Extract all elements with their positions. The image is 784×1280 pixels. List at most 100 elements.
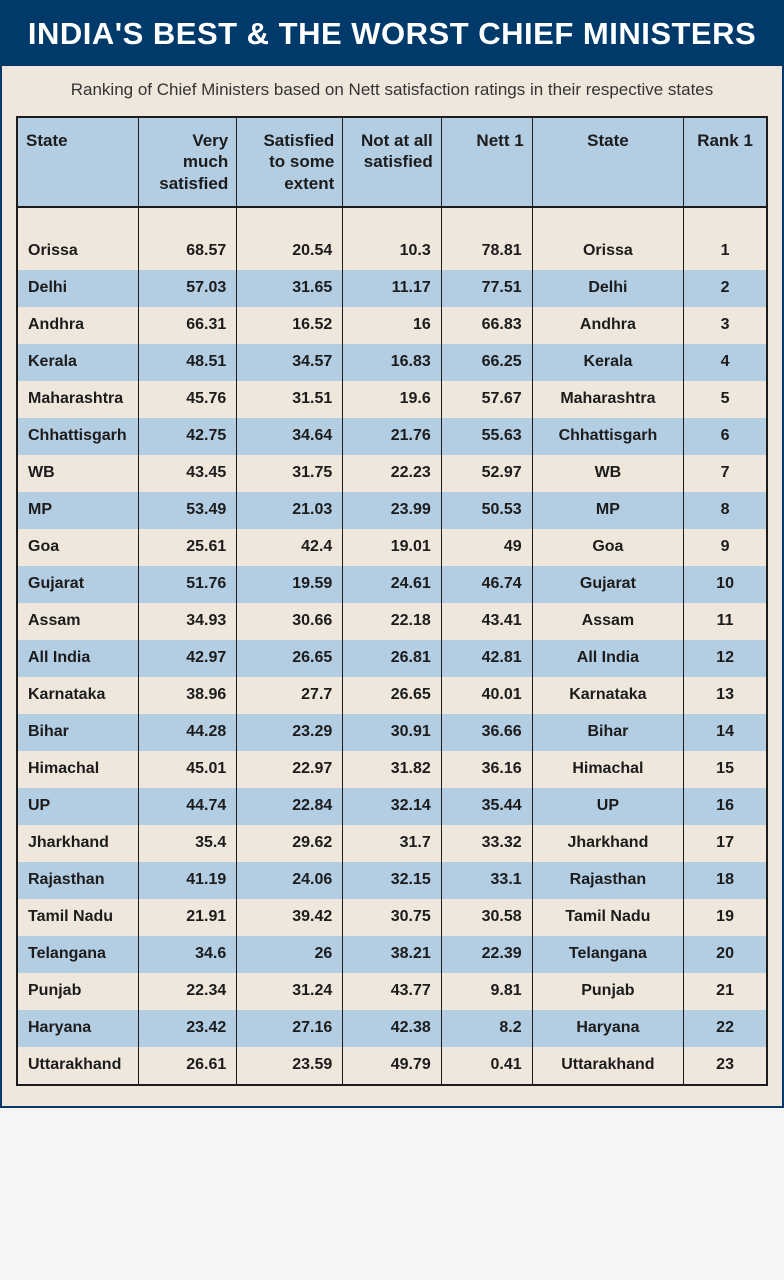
table-cell: Telangana	[17, 936, 138, 973]
table-cell: 22	[684, 1010, 767, 1047]
table-cell: 55.63	[441, 418, 532, 455]
table-cell: Rajasthan	[17, 862, 138, 899]
table-cell: 53.49	[138, 492, 236, 529]
table-cell: 30.91	[343, 714, 441, 751]
table-cell: Punjab	[532, 973, 683, 1010]
table-cell: 15	[684, 751, 767, 788]
table-cell: 33.1	[441, 862, 532, 899]
table-cell: 8.2	[441, 1010, 532, 1047]
table-cell: 12	[684, 640, 767, 677]
table-cell: 42.38	[343, 1010, 441, 1047]
table-cell: 10.3	[343, 233, 441, 270]
table-cell: 50.53	[441, 492, 532, 529]
table-cell: 21.91	[138, 899, 236, 936]
table-row: Jharkhand35.429.6231.733.32Jharkhand17	[17, 825, 767, 862]
table-cell: Kerala	[17, 344, 138, 381]
table-cell: MP	[17, 492, 138, 529]
table-cell: Goa	[532, 529, 683, 566]
table-row: Haryana23.4227.1642.388.2Haryana22	[17, 1010, 767, 1047]
table-cell: 9	[684, 529, 767, 566]
table-cell: 42.97	[138, 640, 236, 677]
table-cell: Himachal	[532, 751, 683, 788]
table-column-header: Very much satisfied	[138, 117, 236, 207]
table-cell: UP	[17, 788, 138, 825]
table-cell: 22.34	[138, 973, 236, 1010]
table-column-header: Rank 1	[684, 117, 767, 207]
table-cell: 31.75	[237, 455, 343, 492]
table-cell: Haryana	[532, 1010, 683, 1047]
table-cell: Karnataka	[17, 677, 138, 714]
table-cell: 39.42	[237, 899, 343, 936]
table-cell: 6	[684, 418, 767, 455]
table-cell: 10	[684, 566, 767, 603]
table-row: Chhattisgarh42.7534.6421.7655.63Chhattis…	[17, 418, 767, 455]
table-cell: 36.66	[441, 714, 532, 751]
table-cell: 21	[684, 973, 767, 1010]
table-cell: 42.75	[138, 418, 236, 455]
table-cell: 22.97	[237, 751, 343, 788]
table-cell: Andhra	[17, 307, 138, 344]
table-cell: 40.01	[441, 677, 532, 714]
table-row: Rajasthan41.1924.0632.1533.1Rajasthan18	[17, 862, 767, 899]
table-row: Assam34.9330.6622.1843.41Assam11	[17, 603, 767, 640]
table-cell: 32.14	[343, 788, 441, 825]
table-cell: 26	[237, 936, 343, 973]
table-cell: 11.17	[343, 270, 441, 307]
table-row: WB43.4531.7522.2352.97WB7	[17, 455, 767, 492]
table-cell: 45.01	[138, 751, 236, 788]
table-cell: 14	[684, 714, 767, 751]
table-cell: 57.03	[138, 270, 236, 307]
table-cell: Gujarat	[532, 566, 683, 603]
table-cell: 41.19	[138, 862, 236, 899]
table-cell: 43.77	[343, 973, 441, 1010]
table-cell: 42.81	[441, 640, 532, 677]
table-cell: Orissa	[17, 233, 138, 270]
table-cell: 33.32	[441, 825, 532, 862]
table-cell: Rajasthan	[532, 862, 683, 899]
table-cell: 16	[343, 307, 441, 344]
table-cell: Delhi	[532, 270, 683, 307]
table-row: Kerala48.5134.5716.8366.25Kerala4	[17, 344, 767, 381]
table-cell: 27.16	[237, 1010, 343, 1047]
table-cell: 31.51	[237, 381, 343, 418]
table-cell: 20.54	[237, 233, 343, 270]
table-row: MP53.4921.0323.9950.53MP8	[17, 492, 767, 529]
table-row: Tamil Nadu21.9139.4230.7530.58Tamil Nadu…	[17, 899, 767, 936]
table-cell: Tamil Nadu	[532, 899, 683, 936]
table-cell: 26.65	[237, 640, 343, 677]
table-cell: 31.65	[237, 270, 343, 307]
table-cell: 44.74	[138, 788, 236, 825]
table-column-header: Satisfied to some extent	[237, 117, 343, 207]
table-cell: 30.66	[237, 603, 343, 640]
table-cell: Chhattisgarh	[17, 418, 138, 455]
table-cell: 66.25	[441, 344, 532, 381]
table-cell: 1	[684, 233, 767, 270]
table-cell: 16.83	[343, 344, 441, 381]
table-cell: 44.28	[138, 714, 236, 751]
table-cell: 18	[684, 862, 767, 899]
table-cell: Orissa	[532, 233, 683, 270]
table-cell: 4	[684, 344, 767, 381]
table-cell: 35.4	[138, 825, 236, 862]
table-cell: 34.6	[138, 936, 236, 973]
table-cell: 32.15	[343, 862, 441, 899]
table-spacer-row	[17, 207, 767, 233]
table-cell: 29.62	[237, 825, 343, 862]
table-cell: Himachal	[17, 751, 138, 788]
table-cell: Punjab	[17, 973, 138, 1010]
table-row: Karnataka38.9627.726.6540.01Karnataka13	[17, 677, 767, 714]
table-cell: 0.41	[441, 1047, 532, 1085]
table-cell: WB	[17, 455, 138, 492]
table-cell: 19.59	[237, 566, 343, 603]
table-cell: 34.57	[237, 344, 343, 381]
table-cell: 27.7	[237, 677, 343, 714]
table-cell: 19	[684, 899, 767, 936]
table-cell: Bihar	[532, 714, 683, 751]
table-cell: 20	[684, 936, 767, 973]
table-cell: 26.81	[343, 640, 441, 677]
table-cell: 22.18	[343, 603, 441, 640]
infographic-card: INDIA'S BEST & THE WORST CHIEF MINISTERS…	[0, 0, 784, 1108]
table-cell: 42.4	[237, 529, 343, 566]
table-cell: 35.44	[441, 788, 532, 825]
table-cell: Andhra	[532, 307, 683, 344]
